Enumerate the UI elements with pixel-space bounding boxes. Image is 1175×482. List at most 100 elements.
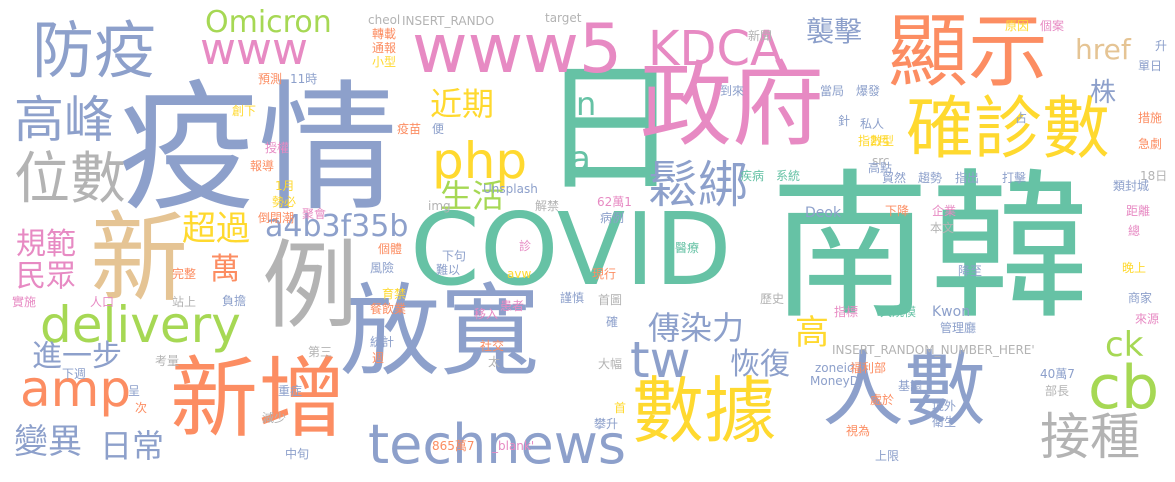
word: 高峰 [14, 91, 114, 149]
word: 日常 [100, 427, 165, 465]
word: 個體 [378, 242, 403, 256]
word: 恢復 [730, 347, 790, 382]
word: 接種 [1040, 408, 1140, 466]
word: 企業 [932, 204, 957, 218]
word: 打擊 [1002, 171, 1027, 185]
word: 近期 [430, 85, 495, 123]
word: 措施 [1138, 111, 1163, 125]
word: 民眾 [16, 259, 76, 294]
word: 當局 [820, 84, 845, 98]
word: 數據 [632, 369, 777, 453]
word: 大規模 [880, 305, 917, 319]
word: 聚會 [302, 207, 327, 221]
word: 處於 [870, 393, 895, 407]
word: 新增 [170, 347, 347, 450]
word: n [576, 85, 597, 123]
word: img [428, 199, 451, 213]
word: 株 [1090, 78, 1117, 108]
word: 實施 [12, 295, 37, 309]
word: 下句 [442, 249, 467, 263]
word: 個案 [1040, 19, 1065, 33]
word: 針 [838, 114, 851, 128]
word: 管理廳 [940, 321, 977, 335]
word: 預測 [258, 72, 283, 86]
word: 政府 [640, 52, 825, 159]
word: 40萬7 [1040, 367, 1075, 381]
word: 境外 [932, 399, 957, 413]
word: 新聞 [748, 29, 773, 43]
word: 倒閉潮 [258, 211, 295, 225]
word: COVID [410, 191, 732, 308]
word: 報導 [250, 159, 275, 173]
word: 考量 [155, 354, 180, 368]
word: 上限 [875, 449, 900, 463]
word: src [872, 154, 890, 168]
word: 社交 [480, 339, 505, 353]
word: Omicron [205, 5, 332, 40]
word: INSERT_RANDO [402, 14, 495, 28]
word: 距離 [1126, 204, 1151, 218]
word: _blank' [492, 439, 535, 453]
word: Deok [805, 205, 842, 221]
word: 規範 [16, 227, 76, 262]
word: 部長 [1045, 384, 1070, 398]
word: KDCA [648, 21, 783, 77]
word: 衛生 [932, 415, 957, 429]
word: 生活 [440, 177, 505, 215]
word: 負擔 [222, 294, 247, 308]
word: 便 [432, 122, 445, 136]
word: 占 [1015, 111, 1028, 125]
word: 福利部 [850, 361, 887, 375]
word: 系統 [776, 169, 801, 183]
word: 超過 [182, 209, 250, 249]
word: php [432, 132, 528, 190]
word: 865萬7 [432, 439, 475, 453]
word: technews [368, 413, 627, 476]
word: 指數型 [858, 134, 895, 148]
word: 類封城 [1113, 179, 1150, 193]
word: 大幅 [598, 357, 623, 371]
word: delivery [40, 296, 241, 354]
word: 趨勢 [918, 171, 943, 185]
word: 萬 [210, 252, 240, 287]
word: href [1075, 33, 1131, 66]
word: target [545, 11, 582, 25]
word: 減少 [262, 411, 287, 425]
word: tw [630, 331, 691, 389]
word: 防疫 [32, 14, 157, 87]
word: 基調 [898, 379, 923, 393]
word: 重症 [278, 384, 303, 398]
word: 爆發 [856, 84, 881, 98]
word: 攀升 [594, 417, 619, 431]
word: 變異 [14, 422, 82, 462]
word: 移入 [474, 307, 499, 321]
word: 呈 [128, 384, 141, 398]
word: zoneid [815, 361, 855, 375]
word: www [200, 24, 308, 75]
word: 單日 [1138, 59, 1163, 73]
word: INSERT_RANDOM_NUMBER_HERE' [832, 343, 1035, 357]
word: 下降 [885, 204, 910, 218]
word: 2月 [870, 134, 890, 148]
word: 11時 [290, 72, 318, 86]
word: 私人 [860, 117, 885, 131]
word: cb [1088, 353, 1160, 423]
word: 醫療 [675, 241, 700, 255]
word: 來源 [1135, 312, 1160, 326]
word: 首 [614, 401, 627, 415]
word: www5 [412, 10, 623, 89]
word: 日 [540, 48, 681, 211]
word: 高點 [868, 161, 893, 175]
word: 確診數 [906, 90, 1111, 169]
word: 視為 [846, 424, 871, 438]
word: 顯示 [888, 5, 1048, 98]
word: 到來 [720, 84, 745, 98]
word: 次 [135, 401, 148, 415]
word: 下週 [62, 367, 87, 381]
word: 餐飲業 [370, 302, 407, 316]
word: 通報 [372, 41, 397, 55]
word: 完整 [172, 267, 197, 281]
word: 鬆綁 [648, 156, 748, 214]
word: 診 [519, 239, 532, 253]
